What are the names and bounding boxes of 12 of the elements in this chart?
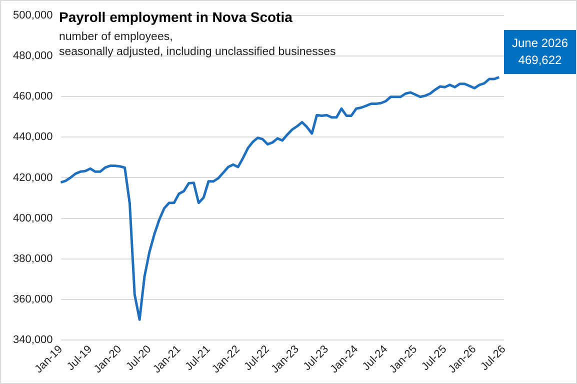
y-tick-label: 420,000 (12, 172, 53, 184)
y-tick-label: 480,000 (12, 50, 53, 62)
chart-title: Payroll employment in Nova Scotia (59, 9, 292, 25)
text: June 2026 469,622 (504, 30, 576, 74)
y-tick-label: 500,000 (12, 10, 53, 22)
text: number of employees, seasonally adjusted, including unclassified businesses (59, 30, 336, 60)
y-tick-label: 340,000 (12, 334, 53, 346)
y-tick-label: 380,000 (12, 252, 53, 265)
y-tick-label: 400,000 (12, 212, 53, 224)
y-tick-label: 440,000 (12, 131, 53, 144)
y-tick-label: 460,000 (12, 90, 53, 103)
y-tick-label: 360,000 (12, 293, 53, 306)
